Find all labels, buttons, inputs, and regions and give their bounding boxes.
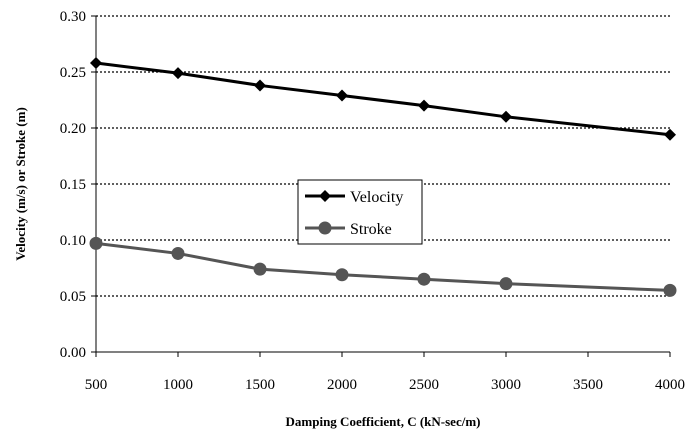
stroke-point [417, 272, 431, 286]
stroke-point [171, 246, 185, 260]
legend-label-stroke: Stroke [350, 221, 392, 238]
y-tick-label: 0.20 [60, 121, 86, 137]
x-tick-label: 1500 [245, 377, 275, 393]
x-axis-title: Damping Coefficient, C (kN-sec/m) [286, 414, 481, 429]
stroke-point [499, 277, 513, 291]
velocity-point [664, 128, 676, 141]
x-tick-label: 500 [85, 377, 108, 393]
velocity-point [254, 79, 266, 92]
x-tick-labels: 500 1000 1500 2000 2500 3000 3500 4000 [85, 352, 685, 393]
y-tick-label: 0.10 [60, 233, 86, 249]
velocity-point [418, 99, 430, 112]
stroke-point [335, 268, 349, 282]
series-stroke [89, 236, 677, 297]
series-velocity [90, 57, 676, 141]
legend-swatch-marker [318, 221, 332, 235]
y-tick-label: 0.00 [60, 345, 86, 361]
x-tick-label: 2000 [327, 377, 357, 393]
legend: Velocity Stroke [297, 179, 423, 245]
y-tick-label: 0.30 [60, 9, 86, 25]
velocity-point [500, 110, 512, 123]
stroke-point [89, 236, 103, 250]
velocity-point [336, 89, 348, 102]
x-tick-label: 3500 [573, 377, 603, 393]
y-tick-labels: 0.00 0.05 0.10 0.15 0.20 0.25 0.30 [60, 9, 96, 361]
y-tick-label: 0.05 [60, 289, 86, 305]
velocity-point [90, 57, 102, 70]
series-layer [89, 57, 677, 297]
legend-box [297, 179, 423, 245]
x-tick-label: 4000 [655, 377, 685, 393]
y-axis-title: Velocity (m/s) or Stroke (m) [13, 107, 28, 261]
x-tick-label: 1000 [163, 377, 193, 393]
velocity-point [172, 67, 184, 80]
legend-label-velocity: Velocity [350, 189, 403, 206]
x-tick-label: 2500 [409, 377, 439, 393]
y-tick-label: 0.25 [60, 65, 86, 81]
stroke-point [663, 283, 677, 297]
stroke-point [253, 262, 267, 276]
x-tick-label: 3000 [491, 377, 521, 393]
y-tick-label: 0.15 [60, 177, 86, 193]
legend-swatch-marker [319, 190, 331, 202]
